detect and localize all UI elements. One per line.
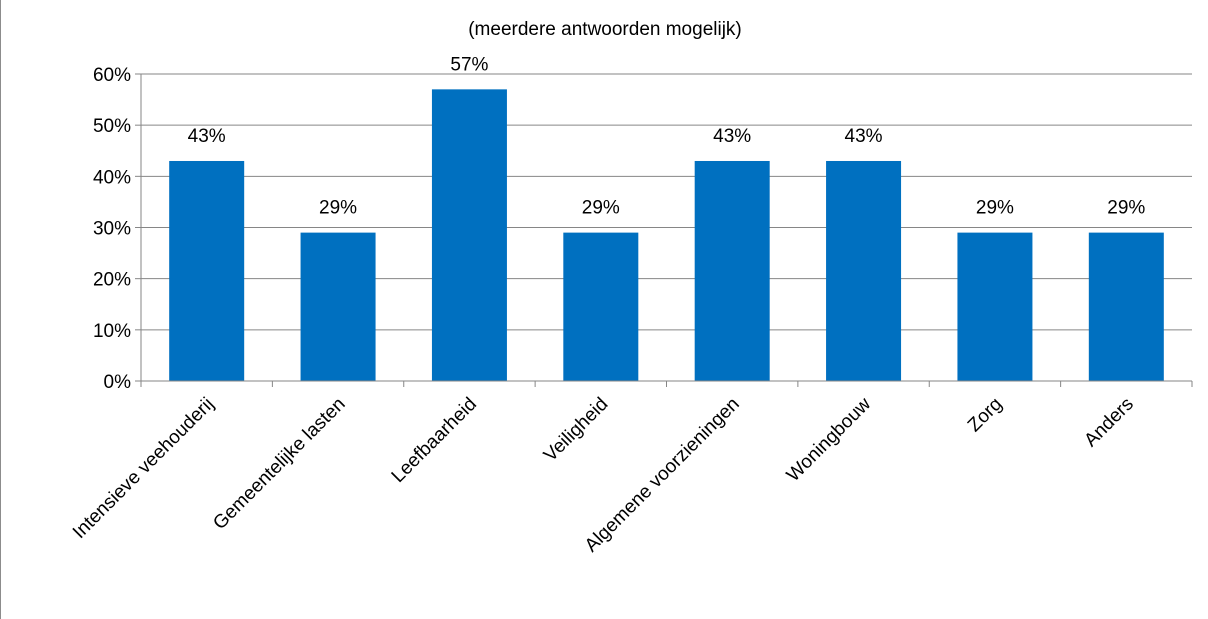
y-tick-label: 30% [93, 219, 131, 240]
bar [957, 232, 1033, 381]
data-label: 29% [976, 198, 1014, 219]
axes [135, 73, 1193, 387]
data-label: 29% [319, 198, 357, 219]
data-label: 29% [582, 198, 620, 219]
y-tick-label: 0% [104, 372, 132, 393]
y-tick-label: 40% [93, 167, 131, 188]
bar [431, 89, 507, 381]
y-tick-label: 10% [93, 321, 131, 342]
bar [1088, 232, 1164, 381]
category-label: Woningbouw [783, 393, 875, 485]
bar [300, 232, 376, 381]
y-tick-label: 60% [93, 65, 131, 86]
y-tick-label: 50% [93, 116, 131, 137]
y-tick-label: 20% [93, 270, 131, 291]
gridlines [141, 73, 1192, 331]
data-label: 57% [450, 54, 488, 75]
bar [169, 160, 245, 381]
category-label: Gemeentelijke lasten [209, 394, 349, 534]
category-label: Veiligheid [540, 394, 612, 466]
category-label: Leefbaarheid [388, 394, 481, 487]
bar [563, 232, 639, 381]
category-label: Intensieve veehouderij [69, 394, 218, 543]
bars [169, 89, 1164, 381]
category-label: Anders [1080, 394, 1137, 451]
y-tick-labels: 0% 10% 20% 30% 40% 50% 60% [93, 65, 131, 393]
data-label: 43% [845, 126, 883, 147]
bar [694, 160, 770, 381]
data-labels: 43% 29% 57% 29% 43% 43% 29% 29% [188, 54, 1146, 218]
data-label: 43% [713, 126, 751, 147]
category-label: Zorg [964, 394, 1006, 436]
data-label: 43% [188, 126, 226, 147]
data-label: 29% [1107, 198, 1145, 219]
bar [826, 160, 902, 381]
category-label: Algemene voorzieningen [581, 394, 744, 557]
chart-subtitle: (meerdere antwoorden mogelijk) [468, 19, 742, 40]
